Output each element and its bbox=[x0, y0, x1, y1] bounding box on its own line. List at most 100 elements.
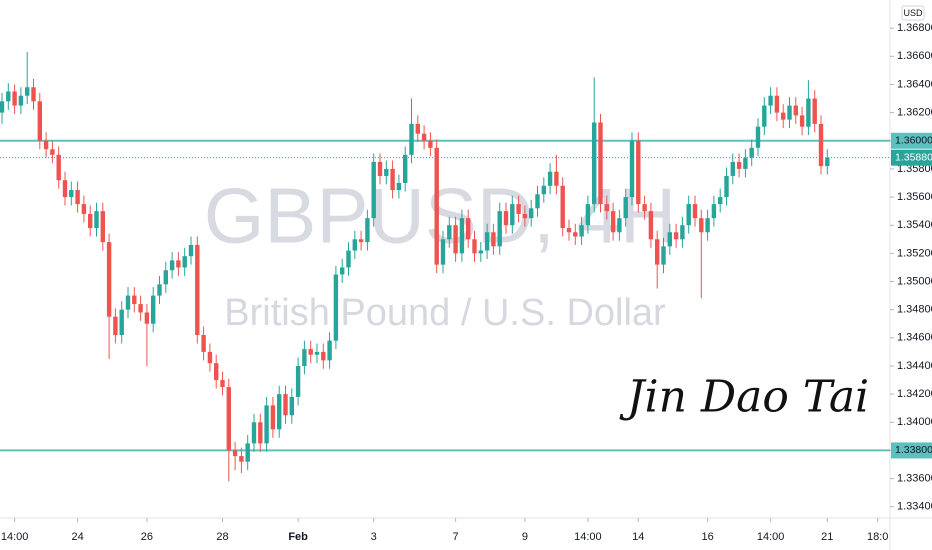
y-tick-label: 1.33600 bbox=[897, 472, 932, 484]
candle-body bbox=[75, 190, 80, 205]
x-tick-label: 14:00 bbox=[757, 531, 785, 543]
candle-body bbox=[560, 185, 565, 229]
candle-body bbox=[321, 351, 326, 361]
level-label-box bbox=[891, 132, 932, 149]
candle-body bbox=[680, 225, 685, 240]
candle-body bbox=[768, 95, 773, 106]
candle-body bbox=[755, 126, 761, 148]
candle-body bbox=[132, 295, 137, 305]
candle-body bbox=[12, 91, 17, 106]
candle-body bbox=[661, 246, 666, 265]
candle-body bbox=[352, 239, 357, 251]
candle-body bbox=[541, 185, 546, 195]
candle-body bbox=[69, 190, 74, 198]
last-price-label: 1.35880 bbox=[895, 151, 932, 163]
candle-body bbox=[31, 87, 36, 102]
y-tick-label: 1.35600 bbox=[897, 191, 932, 203]
candle-body bbox=[226, 387, 231, 451]
candle-body bbox=[440, 239, 446, 265]
x-tick-label: 14:00 bbox=[574, 531, 602, 543]
candle-body bbox=[623, 197, 628, 219]
level-label: 1.36000 bbox=[895, 135, 932, 147]
x-tick-label: 16 bbox=[701, 531, 713, 543]
y-tick-label: 1.35400 bbox=[897, 219, 932, 231]
candle-body bbox=[251, 422, 257, 444]
candle-body bbox=[636, 140, 641, 205]
y-tick-label: 1.36800 bbox=[897, 22, 932, 34]
candle-body bbox=[673, 232, 679, 240]
x-tick-label: 3 bbox=[371, 531, 377, 543]
candle-body bbox=[283, 394, 288, 416]
candle-body bbox=[604, 204, 609, 212]
candle-body bbox=[510, 204, 515, 226]
candle-body bbox=[81, 204, 87, 214]
candle-body bbox=[705, 218, 710, 233]
candle-body bbox=[188, 244, 194, 257]
candle-body bbox=[258, 422, 263, 444]
candle-body bbox=[453, 225, 458, 254]
candle-body bbox=[25, 87, 30, 96]
candle-body bbox=[119, 309, 124, 336]
candle-body bbox=[478, 250, 483, 254]
candle-body bbox=[648, 211, 654, 240]
candle-body bbox=[762, 105, 767, 127]
candle-body bbox=[806, 98, 811, 127]
candle-body bbox=[176, 260, 181, 268]
y-tick-label: 1.34000 bbox=[897, 416, 932, 428]
candle-body bbox=[220, 380, 225, 388]
candle-body bbox=[195, 244, 200, 336]
candle-body bbox=[787, 105, 792, 120]
candle-body bbox=[447, 225, 452, 240]
x-tick-label: Feb bbox=[288, 531, 308, 543]
candle-body bbox=[610, 211, 616, 233]
candle-body bbox=[409, 123, 414, 155]
candle-body bbox=[302, 349, 307, 366]
y-tick-label: 1.33400 bbox=[897, 501, 932, 513]
candle-body bbox=[144, 312, 150, 324]
candle-body bbox=[333, 274, 339, 341]
last-price-box bbox=[891, 149, 932, 166]
candle-body bbox=[799, 115, 805, 127]
candle-body bbox=[642, 204, 647, 212]
candle-body bbox=[459, 218, 465, 254]
x-tick-label: 18:0 bbox=[867, 531, 888, 543]
y-tick-label: 1.36200 bbox=[897, 107, 932, 119]
candle-body bbox=[94, 211, 99, 229]
candle-body bbox=[573, 232, 578, 237]
y-tick-label: 1.35000 bbox=[897, 275, 932, 287]
candle-body bbox=[529, 208, 534, 219]
candle-body bbox=[88, 213, 93, 229]
x-tick-label: 24 bbox=[71, 531, 83, 543]
candle-body bbox=[711, 204, 717, 219]
y-tick-label: 1.36600 bbox=[897, 50, 932, 62]
candle-body bbox=[43, 140, 49, 150]
candle-body bbox=[264, 405, 269, 444]
candle-body bbox=[522, 213, 528, 219]
candle-body bbox=[308, 349, 313, 355]
candle-body bbox=[592, 122, 597, 205]
candle-body bbox=[346, 250, 351, 268]
candle-body bbox=[239, 456, 244, 462]
candle-body bbox=[781, 112, 786, 120]
candle-body bbox=[535, 194, 540, 209]
y-tick-label: 1.34200 bbox=[897, 388, 932, 400]
candle-body bbox=[730, 161, 735, 176]
candle-body bbox=[277, 394, 282, 430]
candle-body bbox=[314, 351, 320, 355]
level-label-box bbox=[891, 442, 932, 459]
candle-body bbox=[428, 140, 433, 148]
candle-body bbox=[295, 365, 301, 397]
candle-body bbox=[554, 171, 559, 186]
candle-body bbox=[699, 218, 704, 233]
candle-body bbox=[749, 147, 754, 158]
candle-body bbox=[201, 335, 206, 352]
x-tick-label: 9 bbox=[522, 531, 528, 543]
x-tick-label: 21 bbox=[821, 531, 833, 543]
x-tick-label: 7 bbox=[453, 531, 459, 543]
currency-label: USD bbox=[903, 8, 923, 18]
candle-body bbox=[736, 161, 742, 169]
candle-body bbox=[151, 295, 156, 324]
y-tick-label: 1.34800 bbox=[897, 304, 932, 316]
x-tick-label: 14:00 bbox=[1, 531, 29, 543]
